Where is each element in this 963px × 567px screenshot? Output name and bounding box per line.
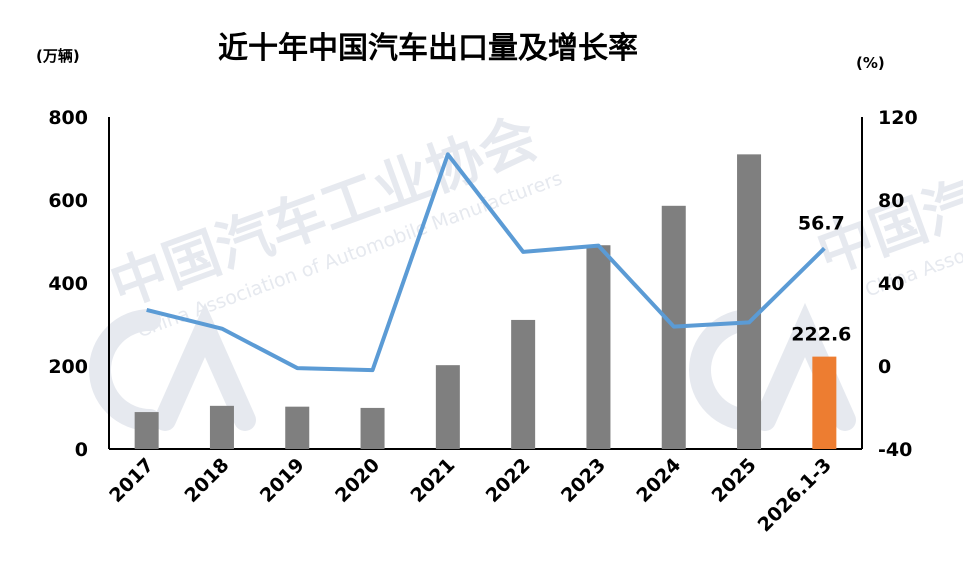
left-y-tick-label: 0 — [75, 439, 88, 461]
left-y-tick-label: 400 — [48, 273, 88, 295]
bar — [285, 406, 310, 449]
bar — [134, 412, 159, 449]
growth-line — [146, 152, 826, 373]
right-y-tick-label: 120 — [878, 107, 918, 129]
right-axis-unit: (%) — [856, 54, 885, 72]
watermark-logo-left — [89, 302, 256, 431]
x-ticks: 2017 2018 2019 2020 2021 2022 2023 2024 20252026… — [105, 454, 836, 536]
x-tick-label: 2017 — [105, 454, 158, 507]
right-y-tick-label: 40 — [878, 273, 904, 295]
right-y-tick-label: 0 — [878, 356, 891, 378]
left-y-tick-label: 800 — [48, 107, 88, 129]
bar — [586, 245, 611, 449]
growth-line-series — [146, 152, 826, 373]
bar — [812, 356, 837, 449]
x-tick-label: 2024 — [632, 454, 685, 507]
x-tick-label: 2019 — [256, 454, 309, 507]
bar — [737, 154, 762, 449]
right-y-ticks: -40 0 40 80 120 — [878, 107, 918, 461]
x-tick-label: 2026.1-3 — [754, 454, 836, 536]
left-y-tick-label: 200 — [48, 356, 88, 378]
bar — [435, 365, 460, 449]
data-labels: 222.6 56.7 — [791, 212, 851, 345]
x-tick-label: 2020 — [331, 454, 384, 507]
data-label: 222.6 — [791, 324, 851, 346]
x-tick-label: 2023 — [557, 454, 610, 507]
left-axis-unit: (万辆) — [36, 47, 80, 65]
left-y-ticks: 0 200 400 600 800 — [48, 107, 88, 461]
right-y-tick-label: 80 — [878, 190, 904, 212]
right-y-tick-label: -40 — [878, 439, 912, 461]
left-y-tick-label: 600 — [48, 190, 88, 212]
bar-series — [134, 154, 837, 449]
data-label: 56.7 — [798, 212, 845, 234]
chart-title: 近十年中国汽车出口量及增长率 — [218, 31, 638, 66]
x-tick-label: 2018 — [181, 454, 234, 507]
x-tick-label: 2025 — [708, 454, 761, 507]
bar — [360, 407, 385, 449]
x-tick-label: 2022 — [482, 454, 535, 507]
bar — [209, 405, 234, 449]
bar — [511, 319, 536, 449]
x-tick-label: 2021 — [406, 454, 459, 507]
